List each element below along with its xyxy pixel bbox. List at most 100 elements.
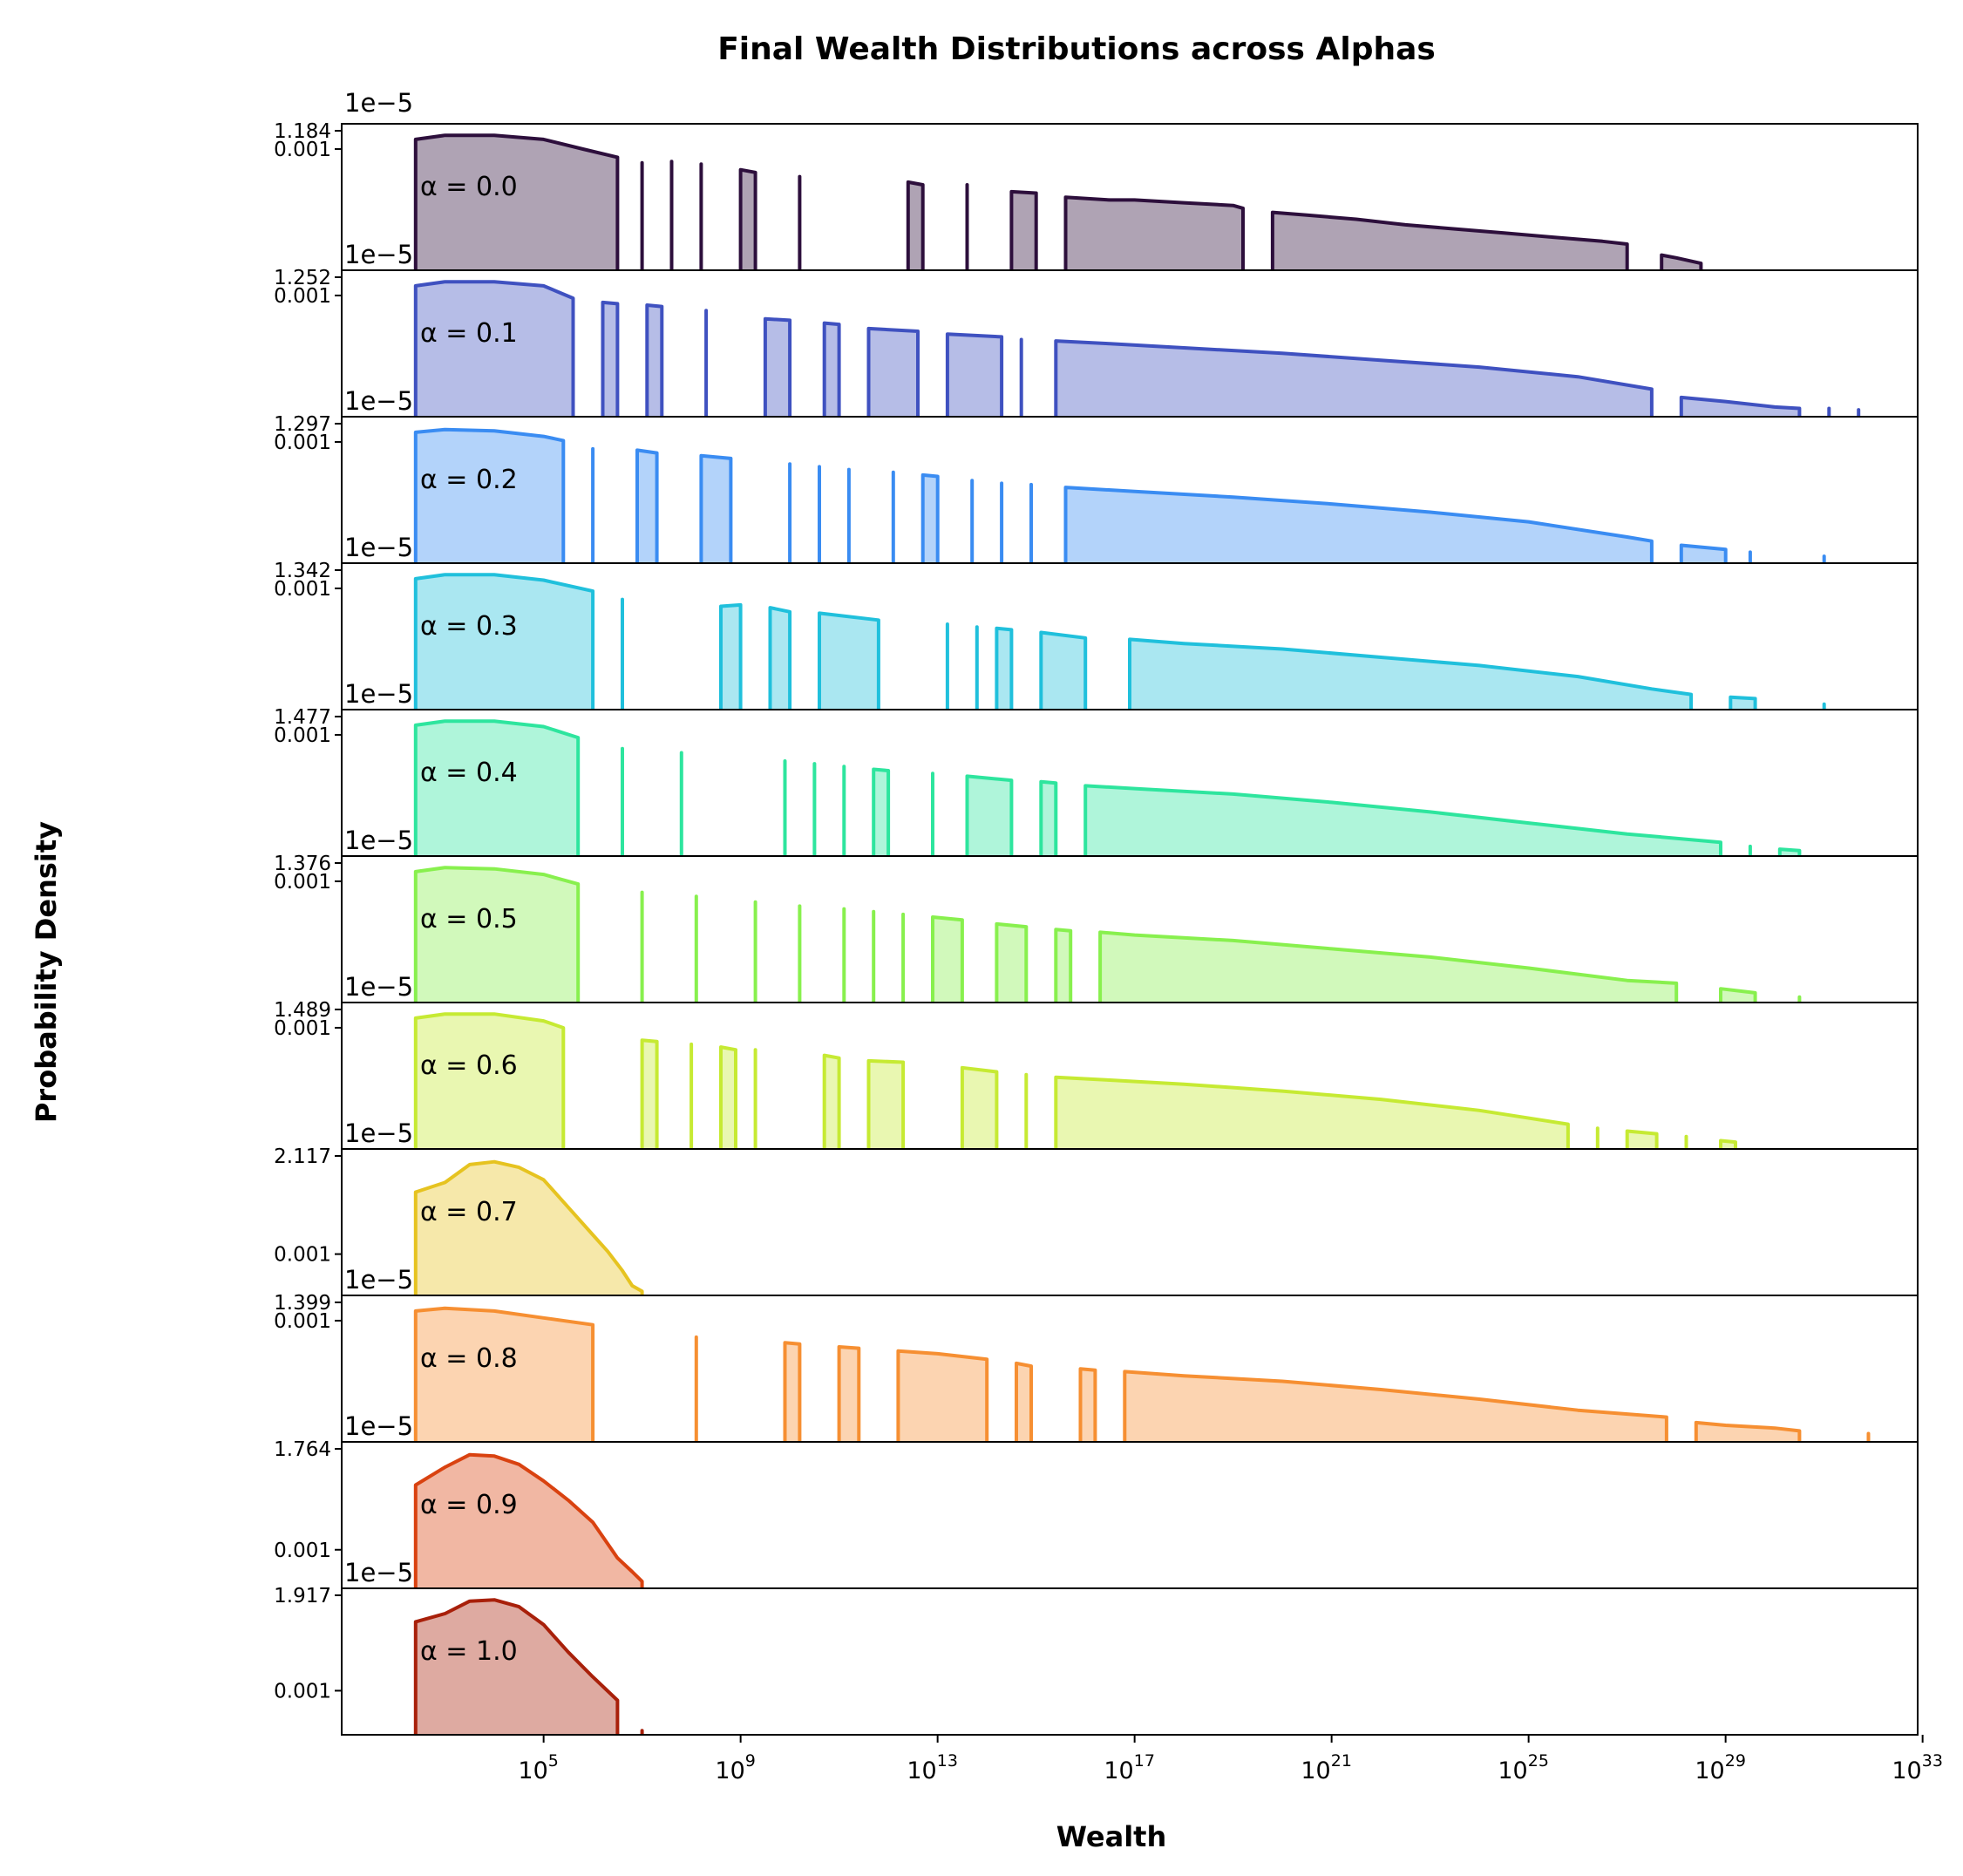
density-fill bbox=[415, 429, 564, 563]
x-tick-label: 1017 bbox=[1104, 1751, 1155, 1784]
panel-label: α = 0.6 bbox=[420, 1050, 518, 1081]
y-tick-label-top: 1.184 bbox=[274, 120, 331, 143]
density-fill bbox=[1016, 1363, 1031, 1442]
x-axis: 105 109 1013 1017 1021 1025 1029 1033 bbox=[518, 1735, 1943, 1784]
density-line bbox=[1719, 1139, 1737, 1149]
density-fill bbox=[415, 282, 574, 417]
density-fill bbox=[764, 318, 791, 417]
density-line bbox=[822, 1053, 841, 1149]
density-line bbox=[1054, 928, 1073, 1003]
x-tick-label: 109 bbox=[715, 1751, 755, 1784]
density-fill bbox=[824, 323, 839, 417]
density-fill bbox=[1681, 397, 1800, 417]
panel-offset-text: 1e−5 bbox=[344, 1411, 413, 1441]
density-fill bbox=[1080, 1369, 1096, 1442]
panel-label: α = 0.2 bbox=[420, 465, 518, 495]
y-tick-label-top: 1.399 bbox=[274, 1292, 331, 1315]
density-fill bbox=[1041, 781, 1056, 856]
density-line bbox=[906, 180, 925, 270]
density-fill bbox=[1627, 1131, 1657, 1149]
density-line bbox=[413, 133, 620, 270]
panel-offset-text: 1e−5 bbox=[344, 826, 413, 855]
density-line bbox=[945, 332, 1004, 417]
density-fill bbox=[1130, 639, 1692, 710]
density-fill bbox=[415, 1161, 642, 1295]
panel-alpha-9: 1.764 0.001 α = 0.9 1e−5 bbox=[274, 1438, 1919, 1589]
density-fill bbox=[933, 917, 962, 1003]
density-fill bbox=[602, 302, 618, 417]
density-line bbox=[413, 573, 595, 710]
density-line bbox=[1009, 189, 1038, 270]
density-fill bbox=[642, 1040, 657, 1149]
density-fill bbox=[415, 135, 618, 270]
panel-label: α = 0.1 bbox=[420, 318, 518, 349]
panel-label: α = 0.0 bbox=[420, 172, 518, 202]
density-line bbox=[1054, 1075, 1570, 1149]
y-tick-label-mid: 0.001 bbox=[274, 1017, 331, 1040]
density-line bbox=[601, 300, 620, 417]
density-fill bbox=[1272, 212, 1627, 270]
density-line bbox=[645, 303, 664, 417]
density-line bbox=[719, 602, 743, 710]
density-line bbox=[872, 767, 891, 856]
x-tick-label: 105 bbox=[518, 1751, 558, 1784]
density-fill bbox=[868, 328, 918, 417]
y-axis-label: Probability Density bbox=[30, 821, 63, 1123]
density-fill bbox=[839, 1347, 859, 1442]
density-line bbox=[1679, 395, 1802, 417]
density-fill bbox=[415, 721, 579, 856]
density-fill bbox=[701, 455, 731, 563]
panel-alpha-7: 2.117 0.001 α = 0.7 1e−5 bbox=[274, 1145, 1919, 1296]
density-line bbox=[768, 606, 792, 710]
density-line bbox=[995, 626, 1014, 710]
panel-label: α = 0.5 bbox=[420, 904, 518, 935]
density-line bbox=[1015, 1361, 1033, 1442]
density-line bbox=[1123, 1370, 1668, 1442]
y-tick-label-top: 1.342 bbox=[274, 560, 331, 582]
density-line bbox=[896, 1349, 989, 1442]
density-line bbox=[1098, 930, 1679, 1003]
density-fill bbox=[415, 1308, 594, 1442]
y-tick-label-mid: 0.001 bbox=[274, 871, 331, 894]
y-tick-label-mid: 0.001 bbox=[274, 285, 331, 308]
panel-offset-text: 1e−5 bbox=[344, 679, 413, 709]
density-fill bbox=[415, 1600, 618, 1735]
density-line bbox=[866, 326, 920, 417]
density-line bbox=[931, 915, 964, 1003]
density-line bbox=[1719, 987, 1757, 1003]
density-fill bbox=[1011, 191, 1036, 270]
density-fill bbox=[1085, 785, 1721, 856]
density-line bbox=[635, 448, 659, 563]
y-tick-label-top: 2.117 bbox=[274, 1145, 331, 1168]
y-tick-label-mid: 0.001 bbox=[274, 1540, 331, 1562]
y-tick-label-top: 1.477 bbox=[274, 706, 331, 729]
density-fill bbox=[415, 1454, 642, 1588]
density-fill bbox=[1730, 697, 1756, 710]
density-line bbox=[1063, 195, 1245, 270]
density-line bbox=[1054, 339, 1654, 417]
panel-offset-text: 1e−5 bbox=[344, 972, 413, 1002]
density-fill bbox=[961, 1067, 997, 1149]
panel-offset-text: 1e−5 bbox=[344, 1118, 413, 1148]
x-tick-label: 1033 bbox=[1892, 1751, 1943, 1784]
density-line bbox=[413, 1598, 620, 1735]
density-fill bbox=[1056, 929, 1071, 1003]
density-fill bbox=[1056, 1077, 1568, 1149]
density-line bbox=[413, 280, 575, 417]
density-line bbox=[1083, 784, 1722, 856]
density-fill bbox=[1056, 341, 1652, 417]
density-line bbox=[413, 1012, 566, 1149]
density-line bbox=[1694, 1420, 1802, 1442]
density-line bbox=[920, 472, 940, 563]
x-tick-label: 1029 bbox=[1695, 1751, 1746, 1784]
density-fill bbox=[740, 169, 756, 270]
density-fill bbox=[721, 604, 741, 710]
panel-offset-text: 1e−5 bbox=[344, 240, 413, 269]
